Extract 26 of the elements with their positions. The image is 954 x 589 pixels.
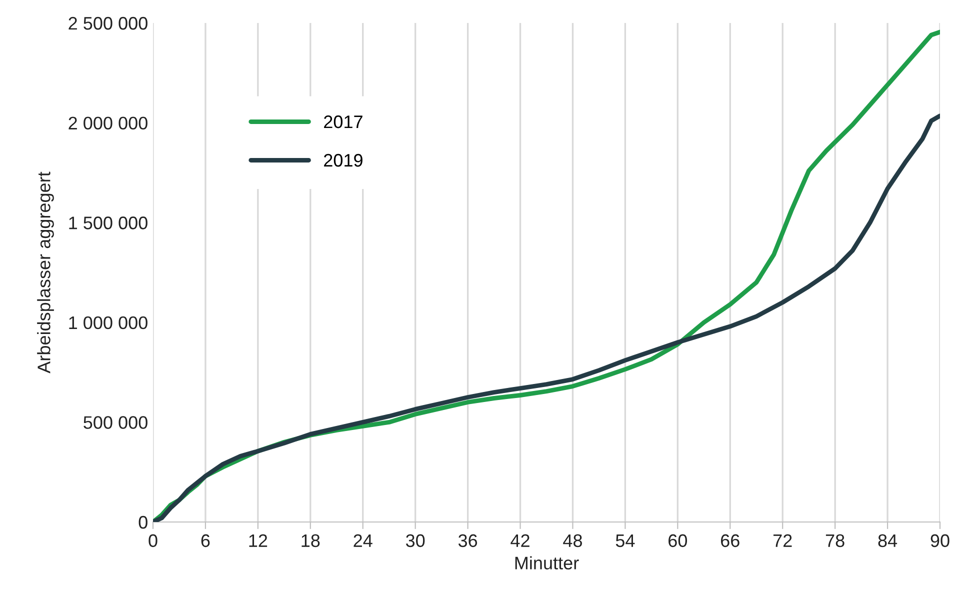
y-tick-label: 500 000 [84, 416, 148, 429]
x-tick-label: 84 [878, 534, 898, 548]
legend-label: 2019 [324, 154, 362, 167]
y-tick-label: 0 [138, 516, 148, 529]
x-tick-label: 66 [721, 534, 740, 548]
x-tick-label: 18 [302, 534, 320, 548]
x-tick-label: 0 [148, 534, 158, 548]
y-tick-label: 1 000 000 [69, 316, 148, 330]
legend-label: 2017 [324, 115, 362, 128]
y-tick-label: 1 500 000 [69, 216, 148, 230]
y-tick-label: 2 000 000 [68, 116, 148, 130]
x-tick-label: 60 [668, 534, 688, 548]
x-tick-label: 90 [930, 534, 950, 548]
x-tick-label: 48 [563, 534, 582, 548]
x-tick-label: 30 [406, 534, 425, 548]
x-tick-label: 54 [616, 534, 635, 548]
x-tick-label: 36 [458, 534, 478, 548]
x-tick-label: 78 [826, 534, 844, 548]
x-tick-label: 42 [510, 534, 530, 547]
y-tick-label: 2 500 000 [68, 16, 148, 30]
x-tick-label: 6 [201, 534, 210, 548]
y-axis-title: Arbeidsplasser aggregert [37, 172, 54, 374]
x-axis-title: Minutter [515, 556, 579, 570]
x-tick-label: 72 [773, 534, 792, 547]
x-tick-label: 24 [354, 534, 372, 547]
x-tick-label: 12 [249, 534, 268, 547]
